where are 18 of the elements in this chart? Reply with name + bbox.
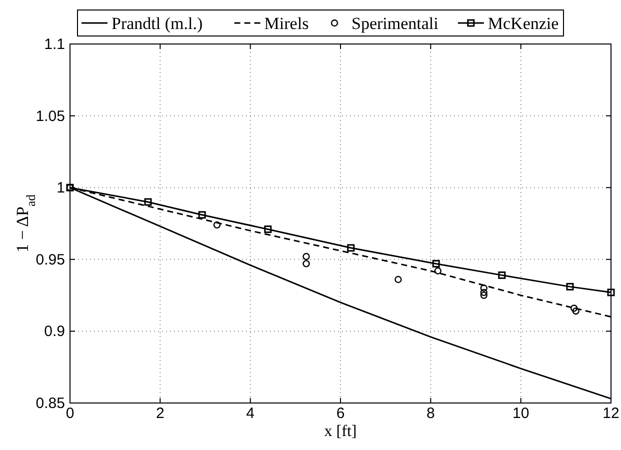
- y-tick-label: 1: [56, 180, 65, 197]
- x-tick-label: 6: [336, 405, 345, 422]
- x-tick-label: 0: [66, 405, 74, 422]
- y-tick-label: 1.1: [44, 36, 65, 53]
- x-tick-label: 2: [156, 405, 164, 422]
- x-tick-label: 10: [512, 405, 530, 422]
- x-tick-label: 12: [602, 405, 620, 422]
- legend-label: Prandtl (m.l.): [112, 14, 203, 33]
- x-axis-title: x [ft]: [324, 423, 357, 440]
- y-tick-label: 0.85: [36, 395, 65, 412]
- x-tick-label: 4: [246, 405, 255, 422]
- y-tick-label: 0.9: [44, 323, 65, 340]
- legend-label: McKenzie: [488, 14, 559, 33]
- x-tick-label: 8: [426, 405, 435, 422]
- legend-label: Mirels: [264, 14, 309, 33]
- y-tick-label: 0.95: [36, 251, 65, 268]
- legend-label: Sperimentali: [352, 14, 439, 33]
- y-tick-label: 1.05: [36, 108, 65, 125]
